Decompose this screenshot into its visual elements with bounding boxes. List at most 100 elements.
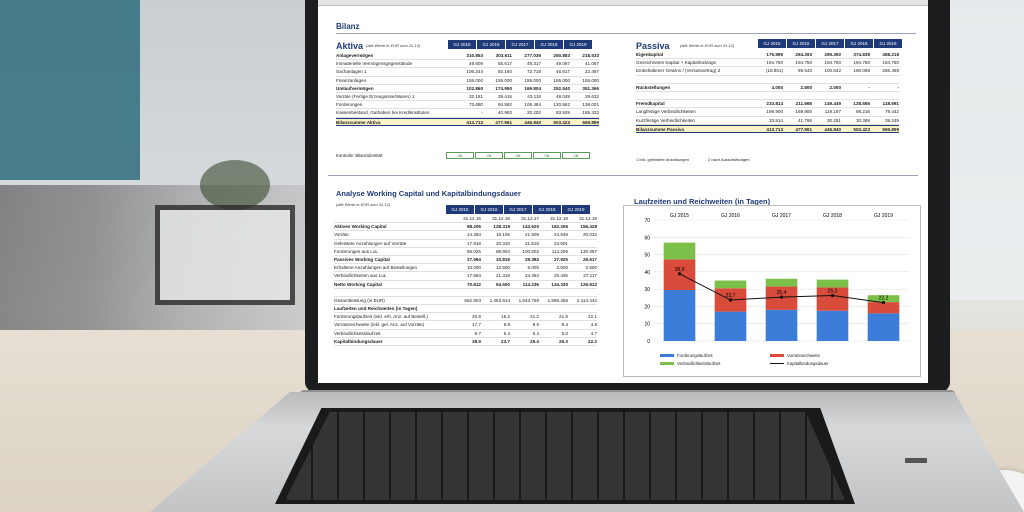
table-row: Erhaltene Anzahlungen auf Bestellungen 10… — [334, 264, 597, 273]
row-value: 22.1 — [588, 314, 597, 320]
row-value: 233.814 — [766, 101, 783, 107]
row-value — [452, 305, 481, 312]
row-value: 120.562 — [553, 102, 570, 108]
row-value: 21.609 — [524, 232, 539, 238]
footnote-1: 1 inkl. geleistete Anzahlungen — [636, 157, 689, 162]
row-label: Langfristige Verbindlichkeiten — [636, 109, 696, 115]
row-value: 21.2 — [530, 314, 539, 320]
row-value: 156.428 — [580, 224, 597, 230]
row-value: 9.6 — [532, 322, 539, 328]
bar-segment-2 — [714, 280, 747, 289]
table-row: Immaterielle Vermögensgegenstände 49.609 5… — [336, 60, 599, 69]
row-label: Forderungen aus LuL — [334, 248, 378, 254]
background-monitor — [155, 205, 295, 305]
table-row: Forderungen 73.680 94.582 106.484 120.562 138… — [336, 101, 599, 110]
row-label: Kassenbestand, Guthaben bei Kreditinstit… — [336, 110, 430, 116]
row-value: 94.500 — [495, 281, 510, 287]
row-value: 83.929 — [555, 110, 570, 116]
row-value: 1.643.766 — [518, 297, 539, 303]
column-header: GJ 2019 — [874, 39, 902, 48]
row-value: 66.025 — [466, 248, 481, 254]
row-value: 5.4 — [503, 330, 510, 336]
legend-item-forderung: Forderungslaufzeit — [660, 353, 713, 358]
bar-segment-2 — [816, 279, 849, 288]
row-value: 20.032 — [582, 232, 597, 238]
row-value: 55.617 — [497, 61, 512, 67]
row-value: 23.501 — [553, 240, 568, 246]
table-row: Eigenkapital 175.899 264.293 295.392 374.838… — [636, 51, 899, 60]
table-row — [636, 92, 899, 101]
row-value: 30.251 — [826, 117, 841, 123]
row-value: - — [868, 84, 870, 90]
row-value: 98.216 — [855, 109, 870, 115]
bar-segment-2 — [765, 278, 798, 287]
row-value: 295.392 — [824, 52, 841, 57]
column-header: GJ 2018 — [845, 39, 873, 48]
line-data-label: 26,3 — [828, 289, 838, 295]
aktiva-note: (alle Werte in EUR zum 31.12) — [366, 43, 421, 48]
laptop-screen: Bilanz Aktiva (alle Werte in EUR zum 31.… — [318, 0, 928, 383]
legend-label: Kapitalbindungsdauer — [787, 361, 829, 366]
row-value: 29.617 — [582, 256, 597, 262]
row-value — [870, 76, 899, 83]
row-value: 49.067 — [555, 61, 570, 67]
table-row: Aktives Working Capital 98.206 128.319 143.… — [334, 223, 597, 232]
ok-badge: Ok — [562, 152, 590, 159]
table-row: Netto Working Capital 70.612 94.500 114.236… — [334, 281, 597, 289]
table-row: Anlagevermögen 310.853 303.611 277.036 250.8… — [336, 52, 599, 61]
line-point — [881, 301, 886, 305]
row-value: 106.244 — [466, 69, 483, 75]
column-header: GJ 2016 — [475, 205, 503, 214]
row-value: 130.397 — [580, 248, 597, 254]
y-tick-label: 20 — [644, 304, 650, 310]
row-value: 264.293 — [795, 52, 812, 57]
date-row: 31.12.15 31.12.16 31.12.17 31.12.18 31.12.19 — [334, 215, 597, 224]
row-value — [754, 92, 783, 99]
row-value: 88.904 — [495, 248, 510, 254]
aktiva-table: Anlagevermögen 310.853 303.611 277.036 250.8… — [336, 52, 599, 126]
row-value: 2.800 — [800, 84, 813, 90]
row-value: 73.680 — [468, 102, 483, 108]
row-label: Aktives Working Capital — [334, 224, 387, 230]
row-value: 211.668 — [795, 101, 812, 107]
row-value: 303.611 — [495, 53, 512, 58]
row-value — [812, 76, 841, 83]
row-value: 26.3 — [559, 338, 568, 344]
window-light — [940, 0, 1024, 300]
row-value: 194.750 — [766, 60, 783, 66]
row-value: 155.000 — [582, 77, 599, 83]
row-value: 94.582 — [497, 102, 512, 108]
footnote-2: 2 nach Ausschüttungen — [708, 157, 750, 162]
row-value: 252.540 — [553, 85, 570, 91]
row-value: 72.719 — [526, 69, 541, 75]
table-row: Geleistete Anzahlungen auf Vorräte 17.818… — [334, 240, 597, 248]
row-label: Sachanlagen 1 — [336, 69, 367, 75]
row-value: 114.236 — [522, 281, 539, 287]
row-value: 27.925 — [553, 256, 568, 262]
date-cell: 31.12.17 — [521, 216, 539, 221]
row-value — [783, 92, 812, 99]
total-label: Bilanzsumme Aktiva — [336, 119, 381, 125]
total-value: 413.713 — [466, 119, 483, 125]
total-value: 446.840 — [824, 126, 841, 132]
row-label: Netto Working Capital — [334, 281, 382, 287]
row-value: 21.319 — [495, 273, 510, 279]
row-value — [481, 289, 510, 296]
column-header: GJ 2017 — [506, 40, 534, 49]
y-tick-label: 0 — [647, 339, 650, 345]
stacked-bar-chart: 0 10 20 30 40 50 60 70 GJ 2015 GJ 2016 GJ 2017 GJ 2… — [644, 213, 909, 345]
row-value — [568, 240, 597, 247]
row-label: Verbindlichkeiten aus LuL — [334, 273, 387, 279]
table-row: Fremdkapital 233.814 211.668 149.449 128.585… — [636, 100, 899, 109]
column-header: GJ 2015 — [446, 205, 474, 214]
row-label: Eigenkapital — [636, 52, 664, 57]
table-row: Forderungen aus LuL 66.025 88.904 100.502 11… — [334, 248, 597, 256]
row-value: 218.533 — [582, 53, 599, 58]
category-label: GJ 2019 — [874, 213, 893, 219]
bar-segment-0 — [663, 290, 696, 341]
keyboard-keys — [285, 412, 845, 500]
row-value: 48.049 — [555, 93, 570, 99]
row-value: 41.768 — [797, 117, 812, 123]
row-value — [539, 305, 568, 312]
row-value: 175.899 — [766, 52, 783, 57]
